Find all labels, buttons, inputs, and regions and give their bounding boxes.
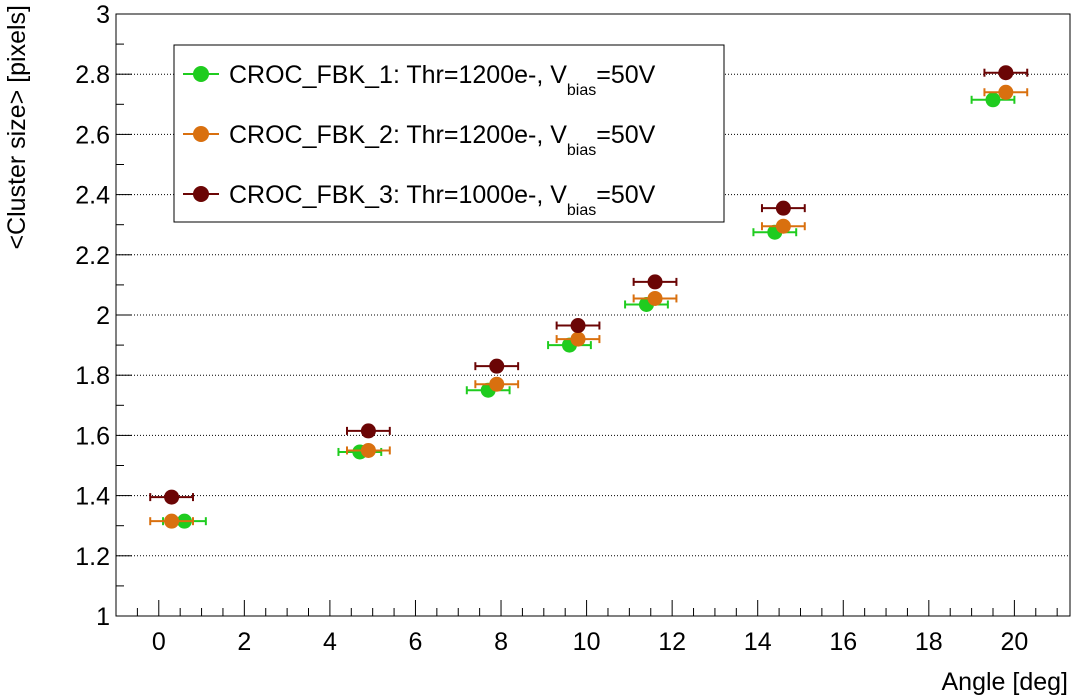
x-tick-label: 4: [323, 628, 337, 656]
legend-label: CROC_FBK_2: Thr=1200e-, Vbias=50V: [229, 121, 656, 159]
x-tick-label: 0: [152, 628, 166, 656]
legend-marker: [193, 126, 209, 142]
x-tick-label: 2: [237, 628, 251, 656]
x-tick-label: 12: [658, 628, 686, 656]
x-tick-label: 20: [1000, 628, 1028, 656]
x-tick-label: 18: [915, 628, 943, 656]
data-point: [998, 65, 1014, 81]
data-point: [647, 274, 663, 290]
y-tick-label: 1.6: [75, 422, 110, 450]
legend-label-main: CROC_FBK_1: Thr=1200e-, V: [229, 61, 567, 89]
data-points: [149, 65, 1029, 529]
legend: CROC_FBK_1: Thr=1200e-, Vbias=50VCROC_FB…: [173, 44, 725, 223]
legend-label-main: CROC_FBK_2: Thr=1200e-, V: [229, 121, 567, 149]
y-tick-label: 2.8: [75, 61, 110, 89]
x-tick-label: 8: [494, 628, 508, 656]
x-tick-label: 6: [409, 628, 423, 656]
data-point: [570, 318, 586, 334]
data-point: [998, 84, 1014, 100]
x-tick-label: 14: [744, 628, 772, 656]
data-point: [164, 513, 180, 529]
x-axis-title: Angle [deg]: [942, 668, 1069, 696]
legend-label-tail: =50V: [596, 61, 655, 89]
y-axis-title: <Cluster size> [pixels]: [3, 5, 31, 250]
legend-box: [173, 44, 725, 223]
data-point: [985, 92, 1001, 108]
tick-labels: 1 1.2 1.4 1.6 1.8 2 2.2 2.4 2.6 2.8 3 0 2 4 6 8 10 12 14 16…: [75, 1, 1028, 656]
data-point: [489, 376, 505, 392]
legend-marker: [193, 66, 209, 82]
y-tick-label: 1.2: [75, 543, 110, 571]
data-point: [647, 290, 663, 306]
data-point: [360, 442, 376, 458]
data-point: [775, 200, 791, 216]
y-tick-label: 1.8: [75, 362, 110, 390]
x-tick-label: 10: [573, 628, 601, 656]
legend-label-subscript: bias: [567, 82, 596, 99]
legend-label-tail: =50V: [596, 121, 655, 149]
legend-label-subscript: bias: [567, 142, 596, 159]
legend-label-main: CROC_FBK_3: Thr=1000e-, V: [229, 181, 567, 209]
y-tick-label: 2.2: [75, 242, 110, 270]
data-point: [570, 331, 586, 347]
legend-label: CROC_FBK_3: Thr=1000e-, Vbias=50V: [229, 181, 656, 219]
legend-label-subscript: bias: [567, 202, 596, 219]
data-point: [164, 489, 180, 505]
data-point: [489, 358, 505, 374]
series-CROC_FBK_2: [149, 84, 1029, 529]
y-tick-label: 2.4: [75, 182, 110, 210]
y-tick-label: 2: [96, 302, 110, 330]
series-CROC_FBK_3: [149, 65, 1029, 505]
x-tick-label: 16: [829, 628, 857, 656]
legend-label-tail: =50V: [596, 181, 655, 209]
y-tick-label: 1: [96, 603, 110, 631]
data-point: [775, 218, 791, 234]
y-tick-label: 3: [96, 1, 110, 29]
y-tick-label: 1.4: [75, 483, 110, 511]
axis-ticks: [116, 13, 1058, 617]
legend-label: CROC_FBK_1: Thr=1200e-, Vbias=50V: [229, 61, 656, 99]
data-point: [360, 423, 376, 439]
y-tick-label: 2.6: [75, 121, 110, 149]
legend-marker: [193, 186, 209, 202]
